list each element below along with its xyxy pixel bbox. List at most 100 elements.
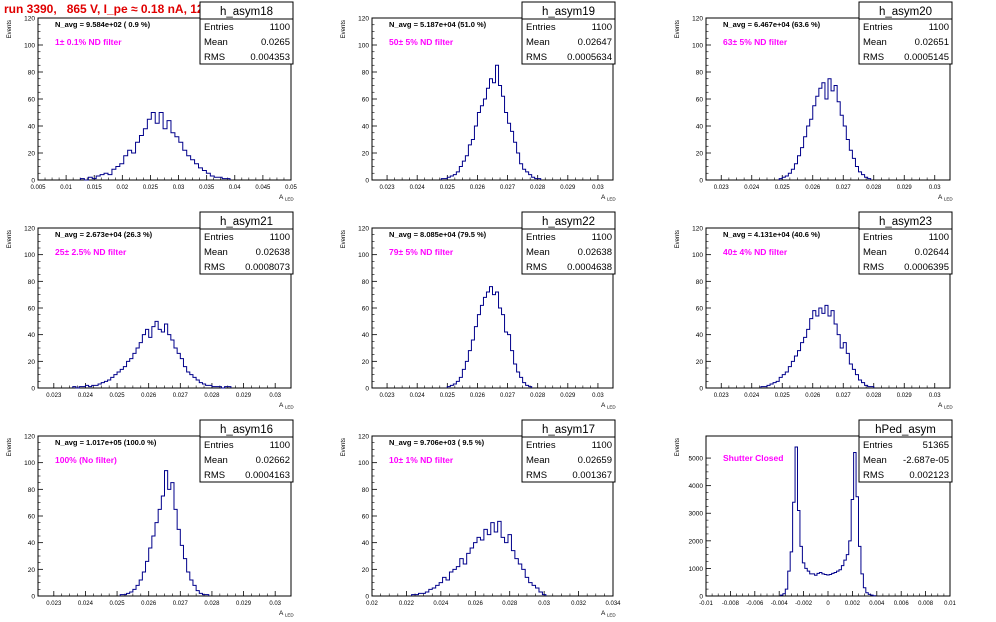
y-tick-label: 80 bbox=[696, 70, 704, 77]
histogram-bin bbox=[837, 571, 839, 596]
y-axis-label: Events bbox=[7, 230, 13, 248]
histogram-bin bbox=[871, 387, 874, 388]
histogram-bin bbox=[456, 567, 459, 596]
histogram-bin bbox=[493, 83, 496, 180]
histogram-bin bbox=[788, 571, 790, 596]
y-tick-label: 80 bbox=[362, 279, 370, 286]
histogram-bin bbox=[520, 377, 523, 388]
histogram-bin bbox=[807, 329, 810, 388]
histogram-bin bbox=[474, 327, 477, 388]
histogram-bin bbox=[183, 150, 187, 180]
histogram-bin bbox=[459, 167, 462, 181]
histogram-bin bbox=[193, 585, 196, 596]
histogram-bin bbox=[456, 381, 459, 388]
stats-box bbox=[858, 18, 953, 65]
histogram-line bbox=[440, 64, 542, 180]
histogram-bin bbox=[111, 377, 114, 388]
histogram-bin bbox=[112, 169, 116, 180]
stats-label: RMS bbox=[204, 262, 225, 273]
histogram-bin bbox=[841, 566, 843, 596]
histogram-bin bbox=[502, 96, 505, 180]
histogram-bin bbox=[779, 377, 782, 388]
x-tick-label: 0.026 bbox=[470, 393, 486, 399]
histogram-bin bbox=[855, 167, 858, 181]
y-tick-label: 0 bbox=[699, 594, 703, 601]
histogram-bin bbox=[849, 364, 852, 388]
x-tick-label: 0.028 bbox=[530, 393, 546, 399]
navg-label: N_avg = 5.187e+04 (51.0 %) bbox=[389, 20, 487, 29]
x-tick-label: 0.024 bbox=[78, 393, 94, 399]
histogram-bin bbox=[502, 315, 505, 388]
x-axis-label: A LED bbox=[938, 194, 953, 202]
histogram-bin bbox=[849, 150, 852, 180]
x-tick-label: -0.006 bbox=[746, 601, 764, 607]
y-tick-label: 60 bbox=[28, 97, 36, 104]
histogram-bin bbox=[834, 573, 836, 596]
y-tick-label: 2000 bbox=[689, 538, 704, 545]
y-axis-label: Events bbox=[341, 20, 347, 38]
histogram-bin bbox=[529, 175, 532, 180]
histogram-name: hPed_asym bbox=[875, 424, 936, 436]
stats-value: 0.0004638 bbox=[567, 262, 612, 273]
histogram-bin bbox=[165, 471, 168, 596]
histogram-bin bbox=[196, 380, 199, 388]
histogram-bin bbox=[136, 348, 139, 388]
stats-label: RMS bbox=[863, 262, 884, 273]
histogram-bin bbox=[418, 593, 421, 596]
stats-label: Mean bbox=[863, 37, 887, 48]
histogram-bin bbox=[498, 521, 501, 596]
stats-box bbox=[199, 436, 294, 483]
histogram-bin bbox=[465, 156, 468, 180]
x-tick-label: 0.006 bbox=[894, 601, 910, 607]
x-tick-label: 0.025 bbox=[775, 393, 791, 399]
x-tick-label: 0.01 bbox=[944, 601, 956, 607]
histogram-bin bbox=[73, 387, 76, 388]
histogram-bin bbox=[493, 295, 496, 388]
y-tick-label: 0 bbox=[365, 594, 369, 601]
histogram-bin bbox=[161, 496, 164, 596]
y-tick-label: 80 bbox=[28, 279, 36, 286]
histogram-bin bbox=[477, 315, 480, 388]
histogram-bin bbox=[496, 292, 499, 388]
histogram-bin bbox=[222, 179, 226, 180]
x-tick-label: 0.023 bbox=[46, 393, 62, 399]
histogram-bin bbox=[542, 595, 545, 596]
histogram-bin bbox=[831, 91, 834, 180]
histogram-bin bbox=[128, 150, 132, 180]
stats-value: -2.687e-05 bbox=[903, 455, 949, 466]
histogram-bin bbox=[195, 164, 199, 180]
x-tick-label: 0.03 bbox=[592, 393, 604, 399]
y-tick-label: 0 bbox=[699, 178, 703, 185]
histogram-bin bbox=[158, 329, 161, 388]
histogram-bin bbox=[532, 585, 535, 596]
histogram-bin bbox=[459, 377, 462, 388]
histogram-panel-h_asym16: 0 20 40 60 80 100 120 0.023 0.024 0.025 0.026 0.027… bbox=[7, 419, 294, 618]
stats-label: RMS bbox=[863, 52, 884, 63]
histogram-bin bbox=[798, 351, 801, 388]
x-tick-label: -0.008 bbox=[722, 601, 740, 607]
x-tick-label: 0.027 bbox=[173, 393, 189, 399]
histogram-bin bbox=[447, 387, 450, 388]
histogram-bin bbox=[155, 123, 159, 180]
stats-label: RMS bbox=[526, 262, 547, 273]
histogram-bin bbox=[846, 555, 848, 596]
y-tick-label: 40 bbox=[362, 332, 370, 339]
histogram-bin bbox=[425, 592, 428, 596]
histogram-bin bbox=[822, 83, 825, 180]
histogram-bin bbox=[798, 156, 801, 180]
histogram-bin bbox=[468, 351, 471, 388]
histogram-bin bbox=[532, 177, 535, 180]
stats-value: 0.0006395 bbox=[904, 262, 949, 273]
navg-label: N_avg = 8.085e+04 (79.5 %) bbox=[389, 230, 487, 239]
stats-label: Mean bbox=[204, 247, 228, 258]
histogram-bin bbox=[494, 532, 497, 596]
histogram-bin bbox=[773, 383, 776, 388]
x-axis-label: A LED bbox=[601, 194, 616, 202]
histogram-line bbox=[779, 446, 877, 597]
histogram-bin bbox=[163, 129, 167, 180]
histogram-name: h_asym19 bbox=[542, 6, 595, 18]
histogram-bin bbox=[539, 592, 542, 596]
histogram-bin bbox=[190, 580, 193, 596]
histogram-bin bbox=[477, 113, 480, 181]
histogram-bin bbox=[174, 348, 177, 388]
